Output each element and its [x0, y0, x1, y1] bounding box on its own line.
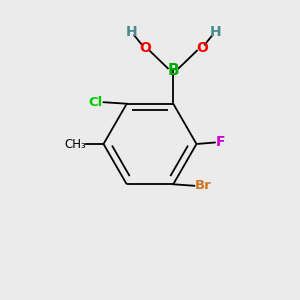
Text: B: B — [167, 63, 179, 78]
Text: Cl: Cl — [89, 96, 103, 109]
Text: CH₃: CH₃ — [64, 137, 86, 151]
Text: O: O — [139, 41, 151, 55]
Text: H: H — [125, 25, 137, 39]
Text: O: O — [196, 41, 208, 55]
Text: F: F — [216, 136, 226, 149]
Text: Br: Br — [194, 179, 211, 192]
Text: H: H — [209, 25, 221, 39]
